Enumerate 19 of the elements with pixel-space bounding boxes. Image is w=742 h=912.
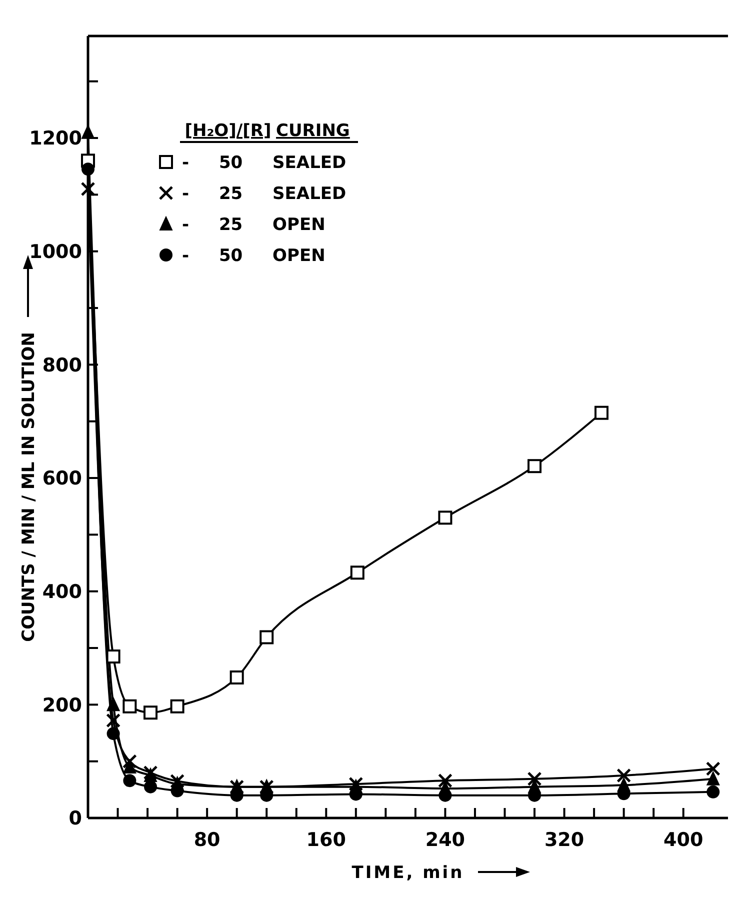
- legend-label: - 50 OPEN: [182, 246, 326, 266]
- x-tick-label: 400: [664, 829, 704, 851]
- x-tick-label: 160: [306, 829, 346, 851]
- y-axis-title: COUNTS / MIN / ML IN SOLUTION: [19, 332, 39, 642]
- y-tick-label: 600: [42, 468, 82, 490]
- legend-label: - 25 OPEN: [182, 215, 326, 235]
- y-tick-label: 200: [42, 694, 82, 716]
- x-tick-label: 320: [544, 829, 584, 851]
- x-tick-label: 80: [194, 829, 220, 851]
- x-tick-label: 240: [425, 829, 466, 851]
- legend-label: - 50 SEALED: [182, 153, 346, 173]
- legend-title: [H₂O]/[R] CURING: [184, 121, 350, 141]
- x-axis-title: TIME, min: [352, 863, 464, 883]
- y-tick-label: 800: [42, 354, 82, 376]
- y-tick-label: 0: [68, 808, 82, 830]
- y-tick-label: 400: [42, 580, 82, 603]
- y-tick-label: 1000: [29, 240, 82, 263]
- legend-label: - 25 SEALED: [182, 184, 346, 204]
- y-tick-label: 1200: [29, 128, 82, 150]
